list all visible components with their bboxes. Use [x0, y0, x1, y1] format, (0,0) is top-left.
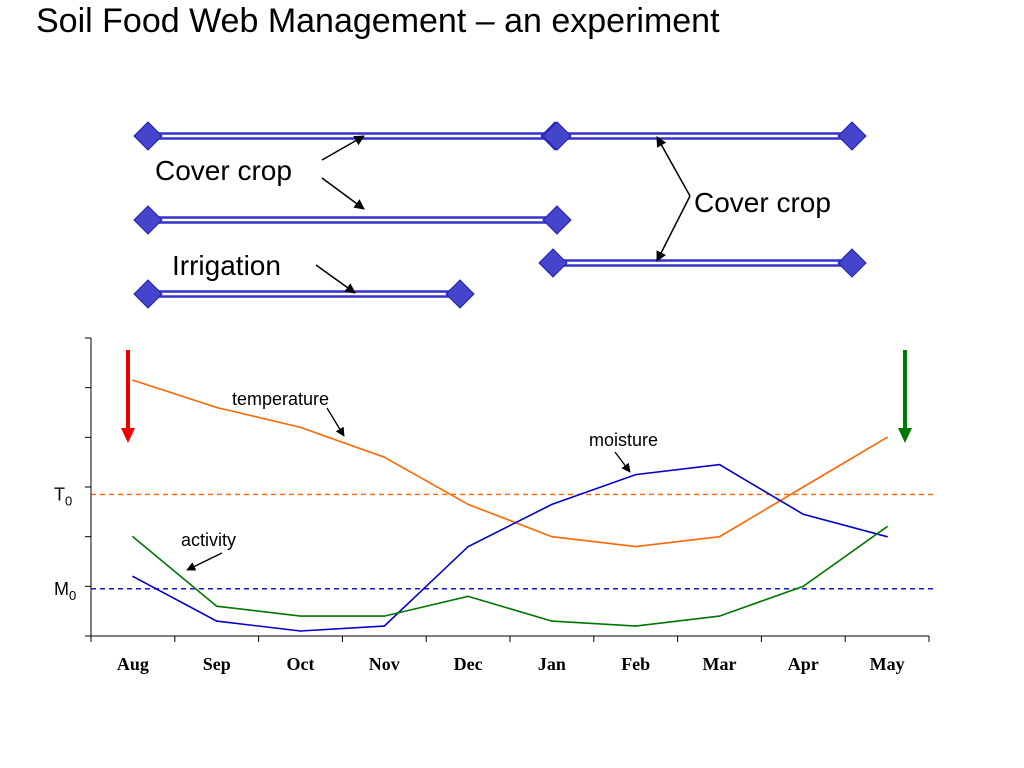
data-point-moisture: [886, 535, 888, 538]
activity-label: activity: [181, 530, 236, 550]
data-point-moisture: [299, 630, 302, 632]
data-point-moisture: [802, 513, 805, 516]
left-middle-bar: [133, 205, 572, 235]
moisture-label-arrow: [614, 451, 631, 473]
timeline-diamond: [837, 121, 867, 151]
data-point-temperature: [551, 535, 553, 538]
x-tick-label: Nov: [369, 654, 400, 674]
x-axis-labels: Aug Sep Oct Nov Dec Jan Feb Mar Apr May: [117, 654, 905, 674]
timeline-diamond: [538, 248, 568, 278]
end-arrow: [898, 350, 912, 443]
data-point-activity: [802, 585, 805, 588]
x-tick-label: Mar: [703, 654, 737, 674]
data-point-activity: [215, 605, 218, 607]
timeline-diamond: [542, 205, 572, 235]
cover-crop-left-arrow-down: [321, 177, 365, 210]
line-chart: Aug Sep Oct Nov Dec Jan Feb Mar Apr May T0 M0 temp…: [54, 337, 936, 674]
irrigation-arrow: [315, 264, 356, 294]
data-point-temperature: [467, 503, 469, 506]
x-tick-label: Jan: [538, 654, 566, 674]
data-point-activity: [718, 615, 721, 617]
month-markers: [121, 350, 912, 443]
data-point-temperature: [383, 456, 386, 459]
data-point-moisture: [551, 503, 553, 506]
temperature-label: temperature: [232, 389, 329, 409]
data-point-moisture: [634, 473, 637, 476]
x-tick-label: Apr: [788, 654, 819, 674]
reference-label-m: M0: [54, 579, 76, 603]
data-point-activity: [467, 595, 469, 598]
data-point-temperature: [634, 545, 637, 548]
data-point-activity: [551, 620, 553, 622]
x-tick-label: Sep: [203, 654, 231, 674]
x-tick-label: Feb: [621, 654, 650, 674]
data-point-temperature: [132, 379, 134, 382]
left-top-bar: [133, 121, 570, 151]
timeline-diamond: [445, 279, 475, 309]
right-top-bar: [542, 121, 867, 151]
data-point-moisture: [383, 625, 386, 627]
data-point-temperature: [718, 535, 721, 538]
right-bottom-bar: [538, 248, 867, 278]
cover-crop-label-left: Cover crop: [155, 155, 292, 186]
x-tick-label: Aug: [117, 654, 149, 674]
data-point-activity: [886, 525, 888, 528]
moisture-label: moisture: [589, 430, 658, 450]
data-point-moisture: [718, 463, 721, 466]
x-tick-label: May: [870, 654, 905, 674]
cover-crop-left-arrow-up: [321, 135, 365, 161]
reference-labels: T0 M0: [54, 484, 76, 602]
start-arrow: [121, 350, 135, 443]
data-point-temperature: [299, 426, 302, 429]
cover-crop-label-right: Cover crop: [694, 187, 831, 218]
data-point-temperature: [802, 486, 805, 488]
x-tick-label: Oct: [287, 654, 315, 674]
data-point-activity: [132, 535, 134, 538]
series-line-temperature: [132, 379, 888, 548]
data-point-moisture: [132, 575, 134, 578]
cover-crop-right-arrow-down: [656, 195, 691, 262]
series-line-moisture: [132, 463, 888, 632]
data-point-activity: [299, 615, 302, 617]
left-bottom-bar: [133, 279, 475, 309]
timeline-diamond: [133, 121, 163, 151]
x-tick-label: Dec: [454, 654, 483, 674]
data-point-moisture: [467, 545, 469, 548]
data-point-temperature: [886, 436, 888, 439]
series-lines: [132, 379, 888, 632]
data-point-moisture: [215, 620, 218, 622]
data-point-activity: [383, 615, 386, 617]
temperature-label-arrow: [326, 407, 345, 437]
activity-label-arrow: [186, 552, 223, 571]
chart-axes: [85, 337, 930, 642]
timeline-diamond: [133, 279, 163, 309]
data-point-temperature: [215, 406, 218, 409]
timeline-diamond: [542, 121, 572, 151]
reference-label-t: T0: [54, 484, 72, 508]
data-point-activity: [634, 625, 637, 627]
page-title: Soil Food Web Management – an experiment: [36, 2, 720, 40]
cover-crop-right-arrow-up: [656, 136, 691, 197]
timeline-bars: [133, 121, 867, 309]
timeline-diamond: [837, 248, 867, 278]
timeline-diagram: Cover crop Irrigation Cover crop: [133, 121, 867, 309]
timeline-diamond: [133, 205, 163, 235]
irrigation-label: Irrigation: [172, 250, 281, 281]
series-line-activity: [132, 526, 888, 627]
